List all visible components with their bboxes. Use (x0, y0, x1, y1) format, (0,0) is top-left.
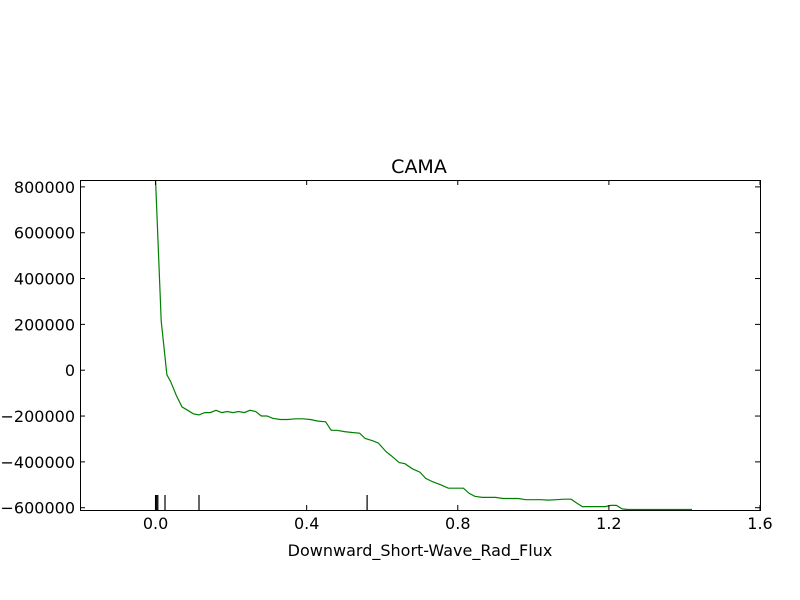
x-tick-label: 0.0 (143, 514, 168, 533)
series-layer (155, 181, 692, 511)
plot-frame (80, 180, 761, 511)
chart-title: CAMA (391, 156, 447, 178)
y-tick-label: 200000 (14, 315, 75, 334)
x-tick-label: 1.6 (747, 514, 772, 533)
x-tick-label: 0.4 (294, 514, 319, 533)
y-tick-label: 400000 (14, 270, 75, 289)
y-tick-label: −600000 (1, 499, 75, 518)
x-axis-label: Downward_Short-Wave_Rad_Flux (288, 541, 553, 561)
y-tick-label: −400000 (1, 453, 75, 472)
series-line-0 (155, 181, 692, 511)
y-tick-label: 600000 (14, 224, 75, 243)
y-tick-label: 0 (65, 361, 75, 380)
y-axis-ticks: 800000 600000 400000 200000 0 −200000 −400000 −… (1, 178, 760, 518)
x-tick-label: 1.2 (596, 514, 621, 533)
x-axis-ticks: 0.0 0.4 0.8 1.2 1.6 (143, 180, 773, 533)
y-tick-label: −200000 (1, 407, 75, 426)
x-tick-label: 0.8 (445, 514, 470, 533)
y-tick-label: 800000 (14, 178, 75, 197)
